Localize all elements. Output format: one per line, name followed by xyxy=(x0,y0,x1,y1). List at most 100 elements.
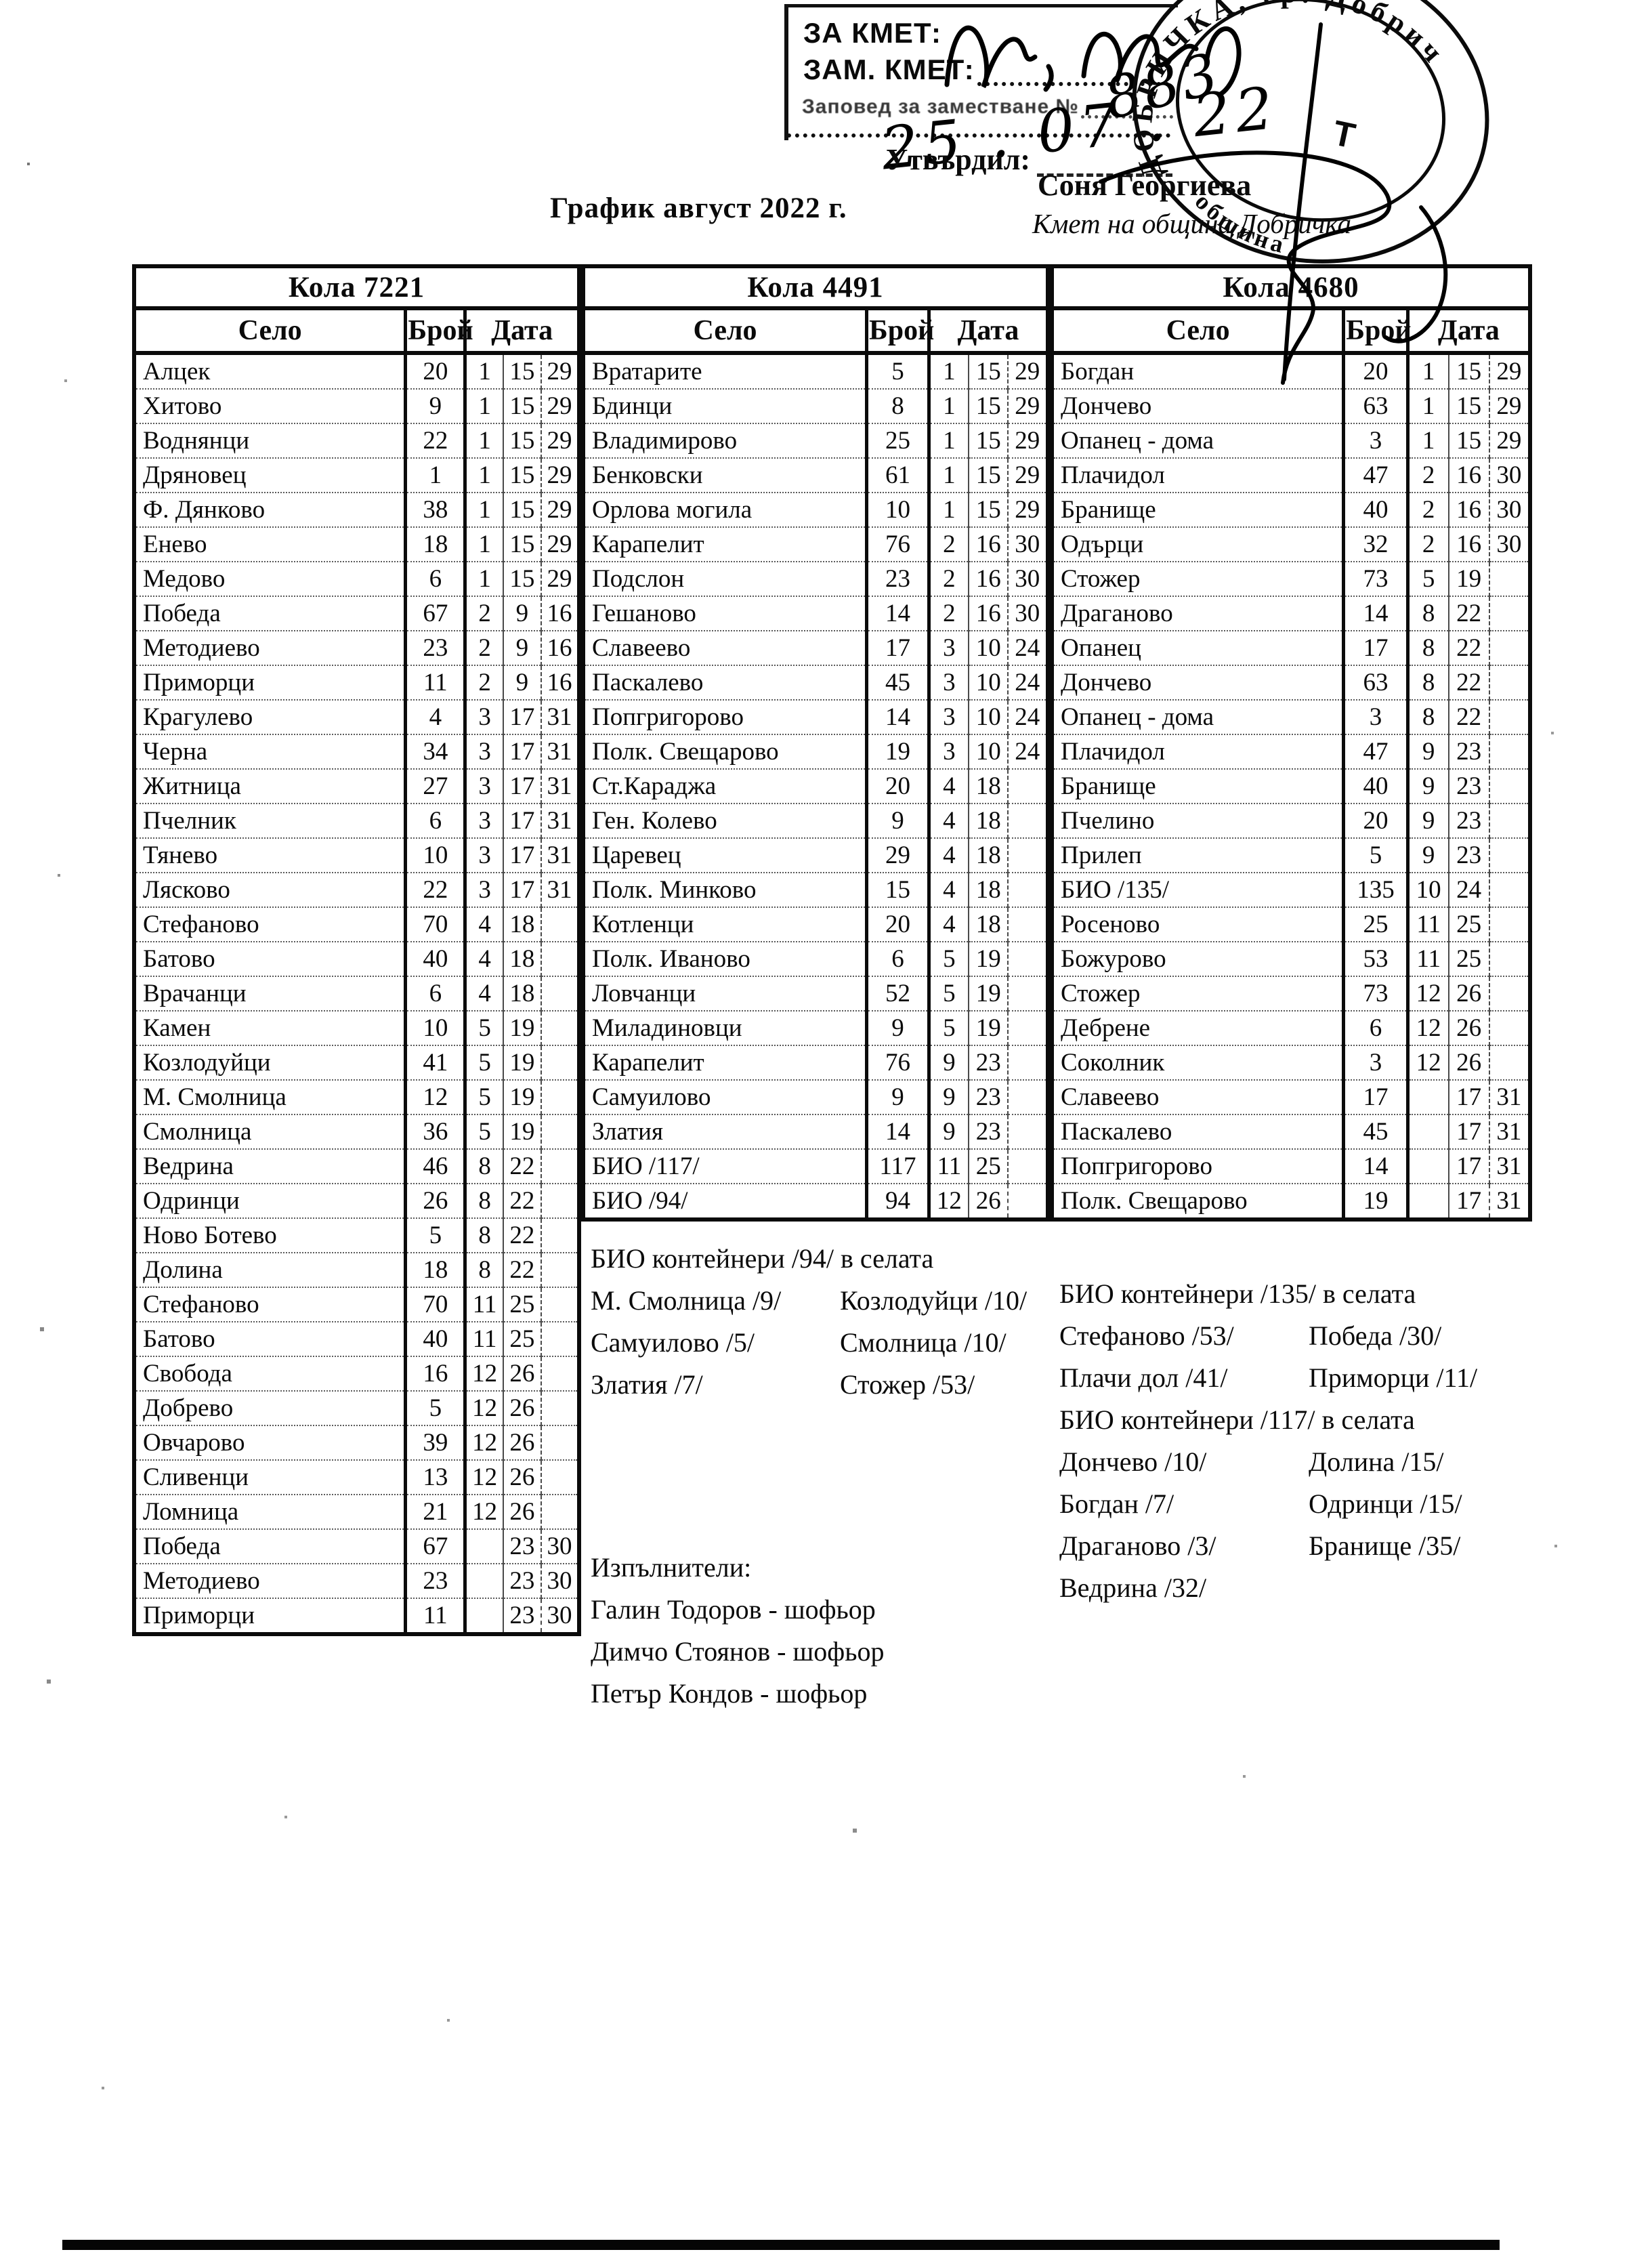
table-row: Черна 34 3 17 31 xyxy=(134,734,579,770)
cell-date-2: 10 xyxy=(968,700,1009,735)
cell-village: Богдан xyxy=(1052,353,1346,390)
table-row: БИО /135/135 10 24 xyxy=(1052,873,1530,908)
table-row: Стефаново 70 4 18 xyxy=(134,907,579,942)
cell-village: Подслон xyxy=(583,562,868,597)
cell-count: 10 xyxy=(866,493,931,528)
cell-date-2: 26 xyxy=(503,1356,542,1392)
cell-count: 18 xyxy=(405,1253,467,1288)
cell-date-2: 25 xyxy=(503,1322,542,1357)
cell-date-2: 16 xyxy=(1448,458,1490,493)
table-row: Дебрене 6 12 26 xyxy=(1052,1011,1530,1046)
table-row: Славеево 17 17 31 xyxy=(1052,1080,1530,1115)
cell-date-2: 19 xyxy=(503,1114,542,1150)
schedule-table-car-7221: Кола 7221 Село Брой Дата Алцек 20 1 15 29 Хит… xyxy=(132,264,581,1636)
cell-date-1: 9 xyxy=(929,1045,969,1081)
table-row: Соколник 3 12 26 xyxy=(1052,1045,1530,1081)
cell-date-2: 16 xyxy=(968,562,1009,597)
cell-date-1: 3 xyxy=(465,700,504,735)
cell-date-3: 29 xyxy=(1008,493,1048,528)
cell-date-2: 18 xyxy=(968,838,1009,873)
note-line: Богдан /7/Одринци /15/ xyxy=(1059,1483,1532,1525)
cell-date-2: 15 xyxy=(968,493,1009,528)
cell-date-1: 5 xyxy=(929,976,969,1012)
cell-count: 20 xyxy=(866,769,931,804)
cell-date-3: 30 xyxy=(1489,458,1530,493)
cell-date-3 xyxy=(541,942,579,977)
cell-date-2: 9 xyxy=(503,596,542,631)
cell-date-1: 2 xyxy=(1407,527,1449,562)
cell-count: 18 xyxy=(405,527,467,562)
cell-date-2: 10 xyxy=(968,734,1009,770)
cell-village: Опанец - дома xyxy=(1052,700,1346,735)
cell-date-1: 5 xyxy=(465,1011,504,1046)
scanner-edge-artifact xyxy=(62,2240,1500,2250)
table-row: Овчарово 39 12 26 xyxy=(134,1425,579,1461)
table-row: Приморци 11 23 30 xyxy=(134,1598,579,1634)
cell-date-2: 19 xyxy=(1448,562,1490,597)
cell-village: Стефаново xyxy=(134,1287,408,1322)
column-header-village: Село xyxy=(583,308,868,355)
cell-date-3 xyxy=(1008,942,1048,977)
cell-date-3: 29 xyxy=(541,562,579,597)
cell-date-1: 3 xyxy=(929,665,969,701)
cell-count: 53 xyxy=(1343,942,1410,977)
cell-village: Полк. Свещарово xyxy=(583,734,868,770)
cell-date-3 xyxy=(541,976,579,1012)
cell-date-3: 30 xyxy=(1489,493,1530,528)
cell-village: Ново Ботево xyxy=(134,1218,408,1253)
cell-count: 19 xyxy=(866,734,931,770)
cell-date-1: 2 xyxy=(929,596,969,631)
table-row: Тянево 10 3 17 31 xyxy=(134,838,579,873)
cell-village: Пчелино xyxy=(1052,804,1346,839)
cell-date-3: 31 xyxy=(541,769,579,804)
cell-date-1: 12 xyxy=(465,1460,504,1495)
cell-date-1: 12 xyxy=(1407,1011,1449,1046)
cell-village: Ведрина xyxy=(134,1149,408,1184)
cell-date-1: 5 xyxy=(1407,562,1449,597)
cell-village: Котленци xyxy=(583,907,868,942)
cell-count: 20 xyxy=(1343,353,1410,390)
cell-date-2: 26 xyxy=(503,1425,542,1461)
table-row: Ст.Караджа 20 4 18 xyxy=(583,769,1048,804)
car-4680-column: Кола 4680 Село Брой Дата Богдан 20 1 15 29 До… xyxy=(1050,264,1532,1609)
cell-date-2: 22 xyxy=(1448,665,1490,701)
cell-date-3 xyxy=(1008,838,1048,873)
cell-count: 70 xyxy=(405,907,467,942)
cell-village: Славеево xyxy=(583,631,868,666)
cell-count: 21 xyxy=(405,1495,467,1530)
bio-containers-94-note: БИО контейнери /94/ в селата М. Смолница… xyxy=(581,1238,1050,1406)
cell-date-3 xyxy=(541,1114,579,1150)
cell-count: 17 xyxy=(866,631,931,666)
cell-date-2: 15 xyxy=(968,389,1009,424)
cell-village: Ловчанци xyxy=(583,976,868,1012)
cell-date-1: 1 xyxy=(1407,353,1449,390)
column-header-date: Дата xyxy=(465,308,579,355)
cell-count: 17 xyxy=(1343,1080,1410,1115)
approver-name: Соня Георгиева xyxy=(1038,169,1252,202)
cell-date-3 xyxy=(1489,804,1530,839)
cell-date-2: 17 xyxy=(1448,1149,1490,1184)
cell-count: 14 xyxy=(1343,596,1410,631)
cell-date-2: 17 xyxy=(503,769,542,804)
cell-date-3 xyxy=(1008,1080,1048,1115)
cell-village: Крагулево xyxy=(134,700,408,735)
cell-date-2: 16 xyxy=(1448,527,1490,562)
cell-date-1: 4 xyxy=(929,838,969,873)
cell-date-1: 1 xyxy=(1407,423,1449,459)
cell-count: 9 xyxy=(866,1011,931,1046)
cell-date-2: 17 xyxy=(1448,1114,1490,1150)
cell-date-3 xyxy=(1489,976,1530,1012)
cell-village: Царевец xyxy=(583,838,868,873)
cell-date-3 xyxy=(1008,976,1048,1012)
cell-date-2: 18 xyxy=(968,804,1009,839)
cell-village: Приморци xyxy=(134,1598,408,1634)
table-row: Методиево 23 23 30 xyxy=(134,1564,579,1599)
cell-date-2: 22 xyxy=(1448,631,1490,666)
table-row: Попгригорово 14 17 31 xyxy=(1052,1149,1530,1184)
cell-date-2: 17 xyxy=(503,734,542,770)
cell-date-3 xyxy=(1489,873,1530,908)
cell-village: Тянево xyxy=(134,838,408,873)
cell-count: 10 xyxy=(405,838,467,873)
table-row: Сливенци 13 12 26 xyxy=(134,1460,579,1495)
